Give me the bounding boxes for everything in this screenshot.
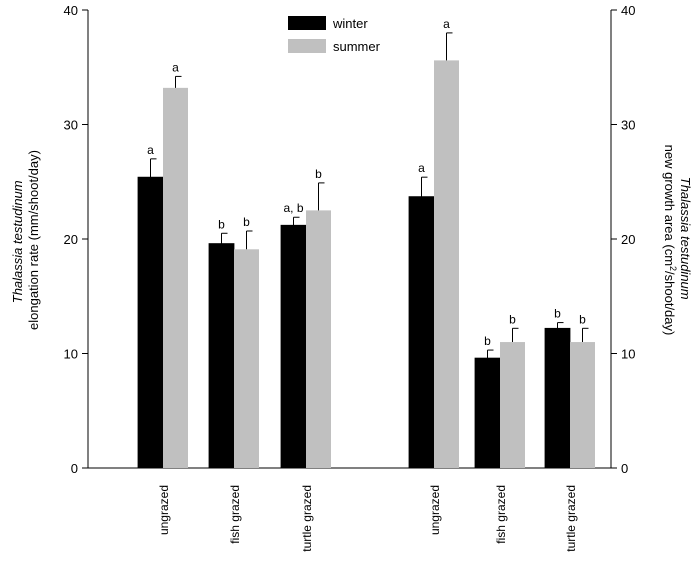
category-label: fish grazed [228, 485, 242, 544]
right-axis-title-pre: new growth area (cm [662, 145, 677, 266]
bar-summer [570, 342, 595, 468]
category-label: turtle grazed [564, 485, 578, 552]
significance-label: a [418, 161, 425, 175]
right-axis-title-italic: Thalassia testudinum [678, 177, 693, 300]
left-tick-label: 10 [64, 347, 78, 362]
legend-label-winter: winter [332, 16, 368, 31]
legend-swatch-winter [288, 16, 326, 30]
right-axis-title-sup: 2 [668, 266, 678, 271]
significance-label: a [443, 17, 450, 31]
left-tick-label: 0 [71, 461, 78, 476]
legend: winter summer [288, 16, 381, 54]
significance-label: b [509, 312, 516, 326]
left-tick-label: 20 [64, 232, 78, 247]
significance-label: b [315, 167, 322, 181]
bar-summer [234, 249, 259, 468]
bar-winter [408, 196, 435, 469]
bar-winter [208, 243, 235, 469]
legend-label-summer: summer [333, 39, 381, 54]
left-tick-label: 30 [64, 118, 78, 133]
left-tick-label: 40 [64, 3, 78, 18]
bar-summer [163, 87, 188, 469]
category-label: ungrazed [157, 485, 171, 535]
right-axis-title-post: /shoot/day) [662, 271, 677, 335]
significance-label: b [554, 307, 561, 321]
bar-winter [544, 327, 571, 469]
bar-summer [500, 342, 525, 468]
legend-swatch-summer [288, 39, 326, 53]
left-axis-title: Thalassia testudinum elongation rate (mm… [10, 150, 41, 330]
right-tick-label: 40 [621, 3, 635, 18]
right-tick-label: 20 [621, 232, 635, 247]
category-label: fish grazed [494, 485, 508, 544]
significance-label: a [172, 60, 179, 74]
significance-label: a [147, 143, 154, 157]
category-label: ungrazed [428, 485, 442, 535]
right-axis-title-text: new growth area (cm2/shoot/day) [662, 145, 678, 336]
right-tick-label: 10 [621, 347, 635, 362]
significance-label: b [218, 217, 225, 231]
left-axis-title-text: elongation rate (mm/shoot/day) [26, 150, 41, 330]
right-tick-label: 30 [621, 118, 635, 133]
significance-label: a, b [283, 201, 303, 215]
bar-winter [474, 357, 501, 469]
right-tick-label: 0 [621, 461, 628, 476]
y-ticks: 0 0 10 10 20 20 30 30 40 40 [64, 3, 636, 476]
significance-label: b [579, 312, 586, 326]
bar-summer [306, 210, 331, 468]
significance-label: b [484, 334, 491, 348]
category-labels: ungrazed fish grazed turtle grazed ungrazed… [157, 485, 578, 552]
right-axis-title: Thalassia testudinum new growth area (cm… [662, 145, 693, 336]
category-label: turtle grazed [300, 485, 314, 552]
left-axis-title-italic: Thalassia testudinum [10, 180, 25, 303]
significance-label: b [243, 215, 250, 229]
bar-winter [280, 224, 307, 469]
bar-winter [137, 176, 164, 469]
bars: a a b b a, b b a a b b b b [137, 17, 595, 469]
bar-summer [434, 60, 459, 468]
